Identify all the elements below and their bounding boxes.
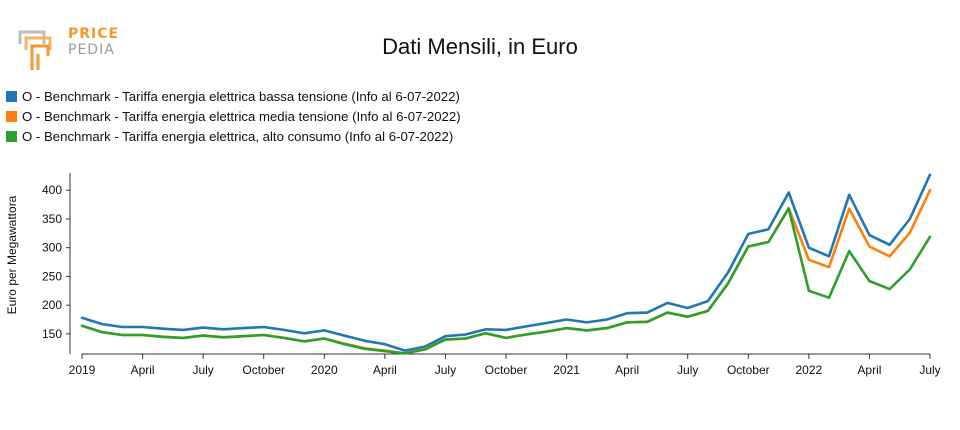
x-tick-label: April bbox=[373, 363, 397, 377]
x-tick-label: July bbox=[677, 363, 698, 377]
legend-label: O - Benchmark - Tariffa energia elettric… bbox=[22, 88, 460, 104]
legend-label: O - Benchmark - Tariffa energia elettric… bbox=[22, 128, 454, 144]
legend-swatch bbox=[6, 90, 17, 102]
line-chart: 150 200 250 300 350 400 2019 April July October 20… bbox=[42, 173, 941, 377]
y-tick-label: 200 bbox=[42, 298, 62, 312]
legend: O - Benchmark - Tariffa energia elettric… bbox=[6, 86, 461, 146]
x-tick-label: July bbox=[192, 363, 213, 377]
legend-item-bassa-tensione[interactable]: O - Benchmark - Tariffa energia elettric… bbox=[6, 86, 461, 106]
x-tick-label: April bbox=[131, 363, 155, 377]
logo-text-pedia: PEDIA bbox=[68, 42, 115, 58]
y-tick-label: 350 bbox=[42, 212, 62, 226]
legend-item-alto-consumo[interactable]: O - Benchmark - Tariffa energia elettric… bbox=[6, 126, 461, 146]
x-tick-label: 2022 bbox=[796, 363, 823, 377]
x-tick-label: July bbox=[435, 363, 456, 377]
legend-swatch bbox=[6, 130, 17, 142]
logo-mark-icon bbox=[18, 30, 52, 70]
legend-item-media-tensione[interactable]: O - Benchmark - Tariffa energia elettric… bbox=[6, 106, 461, 126]
legend-swatch bbox=[6, 110, 17, 122]
pricepedia-logo[interactable]: PRICE PEDIA bbox=[18, 24, 128, 72]
x-tick-label: July bbox=[919, 363, 940, 377]
x-tick-label: April bbox=[615, 363, 639, 377]
y-tick-label: 400 bbox=[42, 183, 62, 197]
x-tick-label: April bbox=[857, 363, 881, 377]
x-tick-label: 2020 bbox=[311, 363, 338, 377]
series-line-2 bbox=[80, 207, 932, 355]
y-tick-label: 150 bbox=[42, 327, 62, 341]
y-tick-label: 300 bbox=[42, 241, 62, 255]
x-tick-label: October bbox=[485, 363, 528, 377]
x-tick-label: 2019 bbox=[69, 363, 96, 377]
legend-label: O - Benchmark - Tariffa energia elettric… bbox=[22, 108, 461, 124]
y-tick-label: 250 bbox=[42, 269, 62, 283]
x-tick-label: October bbox=[727, 363, 770, 377]
logo-text-price: PRICE bbox=[68, 26, 120, 42]
chart-title: Dati Mensili, in Euro bbox=[382, 34, 578, 59]
x-tick-label: 2021 bbox=[553, 363, 580, 377]
x-tick-label: October bbox=[242, 363, 285, 377]
series-line-0 bbox=[80, 173, 932, 352]
